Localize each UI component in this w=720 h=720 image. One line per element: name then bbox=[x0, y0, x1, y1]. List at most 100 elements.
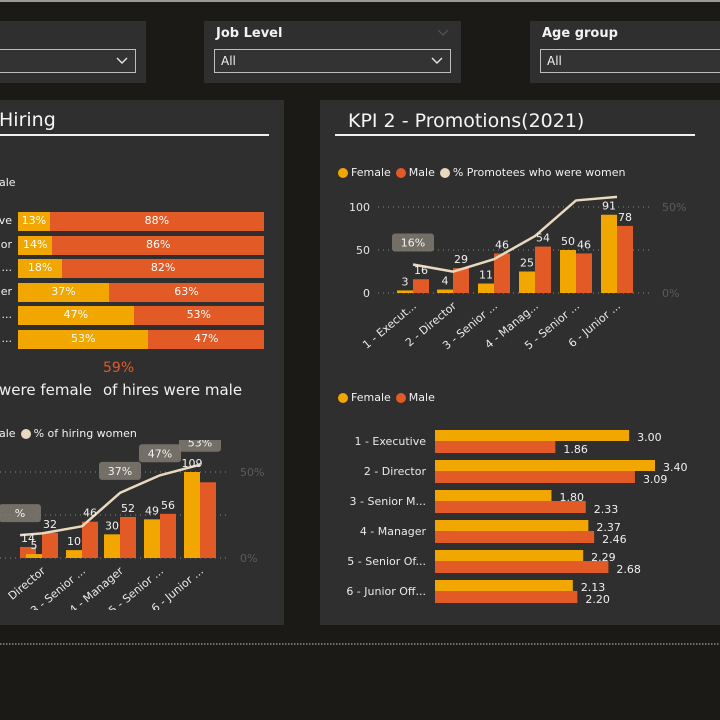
filter-label: Job Level bbox=[216, 26, 283, 41]
percent-bubble bbox=[179, 440, 221, 452]
male-bar bbox=[435, 531, 595, 543]
filter-value: All bbox=[221, 54, 236, 68]
male-value-label: 56 bbox=[161, 499, 175, 512]
male-share-label: 86% bbox=[145, 237, 171, 251]
y-tick-label: 50 bbox=[356, 244, 370, 257]
male-share-bar bbox=[52, 235, 264, 255]
male-share-label: 53% bbox=[186, 308, 212, 322]
male-value-label: 46 bbox=[83, 507, 97, 520]
title-underline bbox=[0, 134, 269, 136]
female-bar bbox=[66, 550, 82, 558]
legend-male-label: Male bbox=[408, 391, 435, 404]
female-share-label: 14% bbox=[22, 237, 48, 251]
male-bar bbox=[435, 561, 609, 573]
female-share-label: 18% bbox=[27, 261, 53, 275]
female-summary-text: were female bbox=[0, 381, 93, 399]
y-tick-label: 100 bbox=[349, 201, 370, 214]
percent-bubble-label: % bbox=[15, 507, 25, 520]
female-value-label: 25 bbox=[520, 257, 534, 270]
male-bar bbox=[435, 591, 578, 603]
male-share-bar bbox=[49, 212, 264, 231]
hiring-split-row: ve 13% 88% bbox=[0, 212, 300, 231]
female-bar bbox=[435, 460, 655, 471]
job-level-dropdown[interactable]: All bbox=[214, 49, 451, 73]
male-bar bbox=[494, 253, 510, 293]
female-value-label: 3.00 bbox=[637, 431, 662, 444]
male-value-label: 52 bbox=[121, 502, 135, 515]
legend-line-label: % of hiring women bbox=[33, 427, 137, 440]
female-value-label: 3.40 bbox=[663, 461, 688, 474]
chevron-down-icon[interactable] bbox=[437, 27, 449, 37]
female-value-label: 3 bbox=[402, 275, 409, 288]
female-share-label: 13% bbox=[21, 214, 47, 227]
chevron-down-icon[interactable] bbox=[115, 53, 129, 67]
legend-male-dot-icon bbox=[395, 392, 406, 403]
female-share-bar bbox=[18, 235, 53, 255]
male-value-label: 29 bbox=[454, 253, 468, 266]
male-share-bar bbox=[133, 306, 264, 326]
male-value-label: 78 bbox=[618, 211, 632, 224]
filter-slicer-age-group[interactable]: Age group All bbox=[530, 21, 720, 83]
male-value-label: 16 bbox=[414, 264, 428, 277]
y2-tick-label: 50% bbox=[662, 201, 686, 214]
average-legend: Female Male bbox=[338, 391, 440, 404]
male-bar bbox=[413, 279, 429, 293]
male-bar bbox=[42, 532, 58, 558]
male-share-label: 88% bbox=[144, 214, 170, 227]
legend-male-dot-icon bbox=[395, 167, 406, 178]
panel-title: KPI 2 - Promotions(2021) bbox=[348, 110, 585, 132]
male-share-bar bbox=[109, 282, 264, 302]
category-label: ve bbox=[0, 214, 12, 227]
female-bar bbox=[144, 519, 160, 558]
filter-slicer-job-level[interactable]: Job Level All bbox=[204, 21, 461, 83]
male-bar bbox=[160, 513, 176, 558]
female-value-label: 50 bbox=[561, 235, 575, 248]
female-value-label: 4 bbox=[442, 275, 449, 288]
legend-line-dot-icon bbox=[20, 428, 31, 439]
female-value-label: 91 bbox=[602, 200, 616, 213]
male-value-label: 54 bbox=[536, 232, 550, 245]
female-bar bbox=[601, 214, 617, 293]
page-divider bbox=[0, 643, 720, 645]
female-bar bbox=[435, 430, 630, 441]
female-value-label: 2.29 bbox=[591, 551, 616, 564]
female-bar bbox=[478, 283, 494, 293]
female-value-label: 1.80 bbox=[559, 491, 584, 504]
percent-bubble-label: 16% bbox=[401, 237, 425, 250]
female-share-bar bbox=[18, 212, 50, 231]
age-group-dropdown[interactable]: All bbox=[540, 49, 720, 73]
female-share-label: 37% bbox=[51, 284, 76, 298]
legend-female-dot-icon bbox=[338, 392, 348, 403]
filter-slicer-1[interactable] bbox=[0, 21, 146, 83]
female-bar bbox=[560, 250, 576, 293]
male-value-label: 2.46 bbox=[602, 533, 627, 546]
male-summary-text: of hires were male bbox=[103, 381, 243, 399]
female-bar bbox=[519, 271, 535, 293]
male-bar bbox=[435, 471, 635, 483]
female-value-label: 2.37 bbox=[596, 521, 621, 534]
male-value-label: 32 bbox=[43, 518, 57, 531]
filter-dropdown-1[interactable] bbox=[0, 49, 136, 73]
promotions-legend: Female Male % Promotees who were women bbox=[338, 166, 630, 179]
male-value-label: 2.20 bbox=[585, 593, 610, 606]
category-label: 4 - Manager bbox=[360, 525, 427, 538]
female-share-bar bbox=[18, 330, 149, 349]
legend-line-label: % Promotees who were women bbox=[452, 166, 626, 179]
percent-bubble bbox=[392, 233, 434, 252]
male-value-label: 2.33 bbox=[594, 503, 619, 516]
female-bar bbox=[435, 580, 573, 591]
female-bar bbox=[435, 490, 552, 501]
filter-label: Age group bbox=[542, 26, 618, 41]
chevron-down-icon[interactable] bbox=[430, 53, 444, 67]
male-summary-percent: 59% bbox=[103, 360, 135, 376]
legend-female-label: Female bbox=[351, 391, 391, 404]
female-share-bar bbox=[18, 306, 134, 326]
legend-male-label: ale bbox=[0, 427, 16, 440]
female-bar bbox=[104, 534, 120, 558]
category-label: 6 - Junior Off... bbox=[346, 585, 426, 598]
legend-partial: ale bbox=[0, 176, 16, 189]
category-label: ... bbox=[1, 261, 13, 275]
percent-bubble-label: 53% bbox=[188, 440, 212, 450]
male-bar bbox=[82, 521, 98, 558]
